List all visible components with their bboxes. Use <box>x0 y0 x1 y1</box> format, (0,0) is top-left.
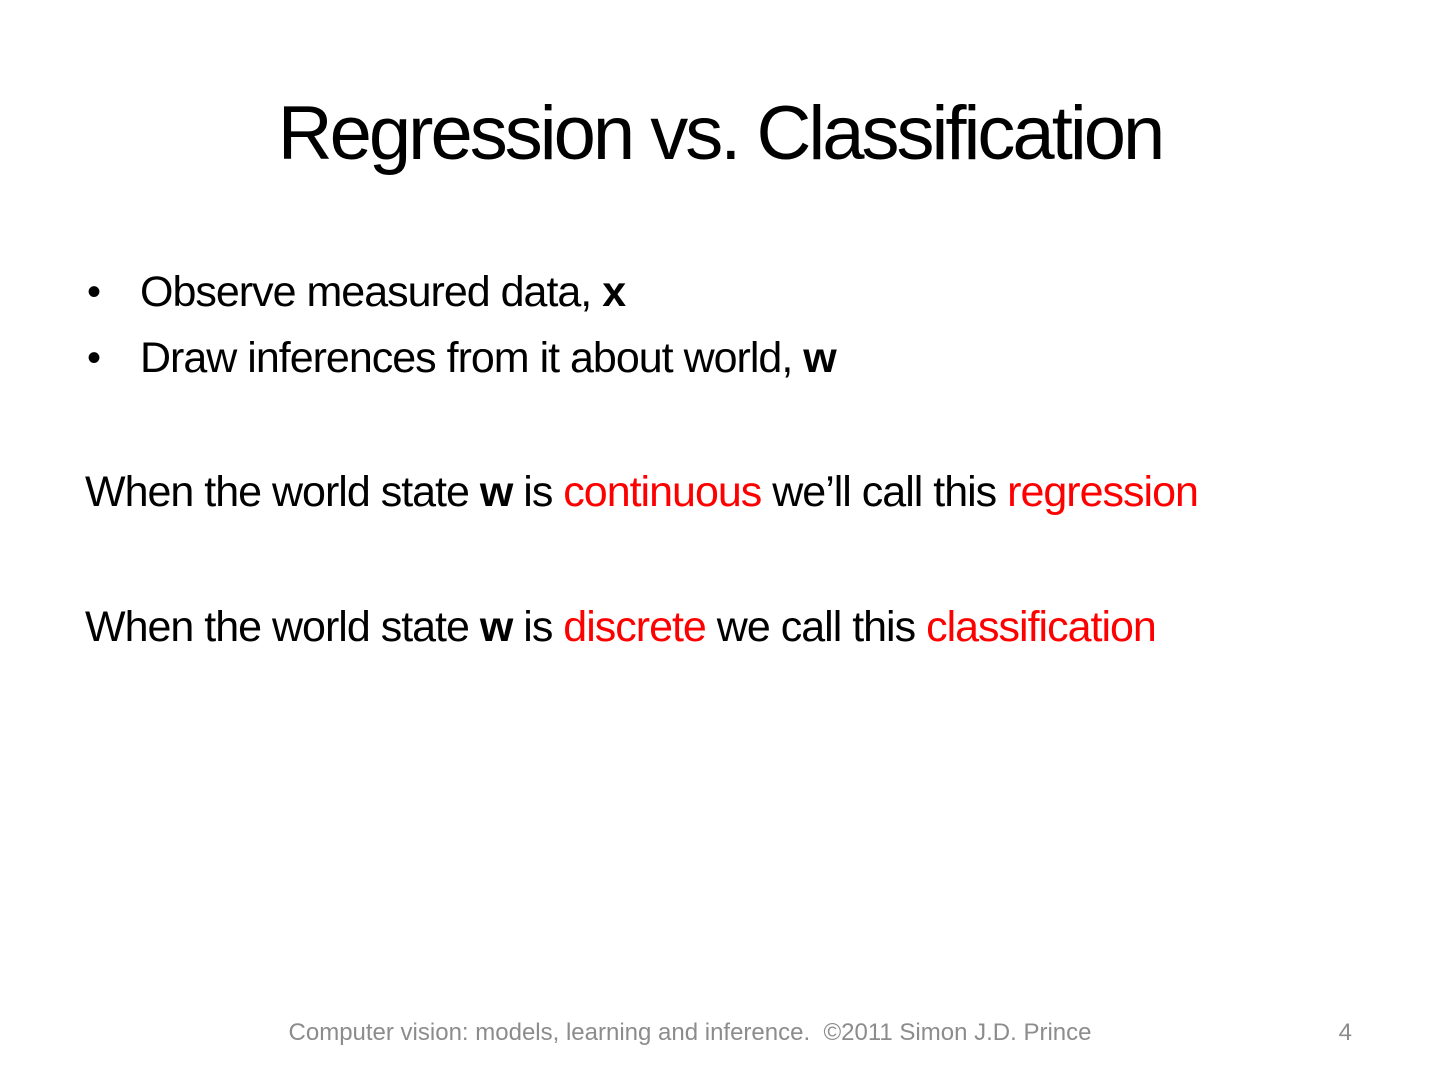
bullet-text: Observe measured data, <box>140 268 603 316</box>
page-number: 4 <box>1338 1019 1352 1046</box>
statement-text: is <box>512 468 564 516</box>
statement-text: we call this <box>705 603 927 651</box>
variable-x: x <box>602 268 626 316</box>
variable-w: w <box>479 603 513 651</box>
highlight-regression: regression <box>1007 468 1199 516</box>
statement-text: is <box>512 603 564 651</box>
variable-w: w <box>803 334 836 382</box>
highlight-classification: classification <box>926 603 1157 651</box>
statement-text: we’ll call this <box>761 468 1008 516</box>
bullet-item: • Draw inferences from it about world, w <box>85 325 1365 391</box>
highlight-continuous: continuous <box>563 468 762 516</box>
variable-w: w <box>479 468 513 516</box>
bullet-dot-icon: • <box>87 270 102 314</box>
bullet-list: • Observe measured data, x • Draw inferenc… <box>85 259 1365 391</box>
statement-text: When the world state <box>85 468 480 516</box>
slide-title: Regression vs. Classification <box>277 91 1166 176</box>
footer-attribution: Computer vision: models, learning and in… <box>288 1019 1092 1046</box>
bullet-dot-icon: • <box>87 336 102 380</box>
highlight-discrete: discrete <box>563 603 707 651</box>
statement-text: When the world state <box>85 603 480 651</box>
bullet-text: Draw inferences from it about world, <box>140 334 804 382</box>
bullet-item: • Observe measured data, x <box>85 259 1365 325</box>
statement-classification: When the world state w is discrete we ca… <box>85 594 1405 660</box>
statement-regression: When the world state w is continuous we’… <box>85 459 1405 525</box>
